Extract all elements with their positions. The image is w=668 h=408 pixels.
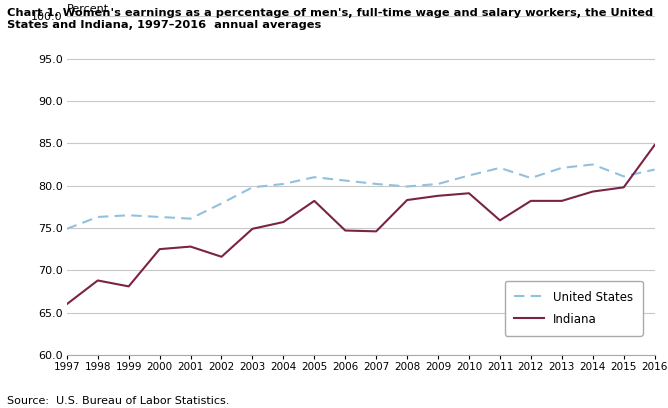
Indiana xyxy=(434,193,442,198)
Text: Source:  U.S. Bureau of Labor Statistics.: Source: U.S. Bureau of Labor Statistics. xyxy=(7,396,229,406)
Indiana xyxy=(248,226,257,231)
Text: Percent: Percent xyxy=(67,4,109,14)
United States xyxy=(186,216,194,221)
United States xyxy=(589,162,597,167)
United States xyxy=(218,201,226,206)
Legend: United States, Indiana: United States, Indiana xyxy=(505,281,643,335)
United States xyxy=(372,182,380,186)
United States xyxy=(403,184,411,189)
Indiana xyxy=(589,189,597,194)
United States xyxy=(341,178,349,183)
Indiana xyxy=(403,197,411,202)
Indiana xyxy=(341,228,349,233)
United States xyxy=(496,165,504,170)
United States xyxy=(156,215,164,220)
United States xyxy=(279,182,287,186)
United States xyxy=(311,175,319,180)
Indiana xyxy=(496,218,504,223)
Indiana xyxy=(620,185,628,190)
Indiana xyxy=(63,302,71,307)
United States xyxy=(558,165,566,170)
United States xyxy=(527,175,535,180)
Indiana xyxy=(218,254,226,259)
Indiana xyxy=(311,198,319,203)
Indiana xyxy=(527,198,535,203)
Indiana xyxy=(558,198,566,203)
Indiana xyxy=(94,278,102,283)
Indiana xyxy=(186,244,194,249)
United States xyxy=(465,173,473,178)
Text: Chart 1. Women's earnings as a percentage of men's, full-time wage and salary wo: Chart 1. Women's earnings as a percentag… xyxy=(7,8,653,30)
United States xyxy=(125,213,133,218)
Indiana xyxy=(651,142,659,147)
Indiana xyxy=(279,220,287,224)
United States xyxy=(434,182,442,186)
United States xyxy=(651,167,659,172)
United States xyxy=(63,226,71,231)
United States xyxy=(248,185,257,190)
United States xyxy=(620,174,628,179)
Indiana xyxy=(156,247,164,252)
Indiana xyxy=(125,284,133,289)
Line: Indiana: Indiana xyxy=(67,145,655,304)
Indiana xyxy=(465,191,473,196)
United States xyxy=(94,215,102,220)
Line: United States: United States xyxy=(67,164,655,229)
Indiana xyxy=(372,229,380,234)
